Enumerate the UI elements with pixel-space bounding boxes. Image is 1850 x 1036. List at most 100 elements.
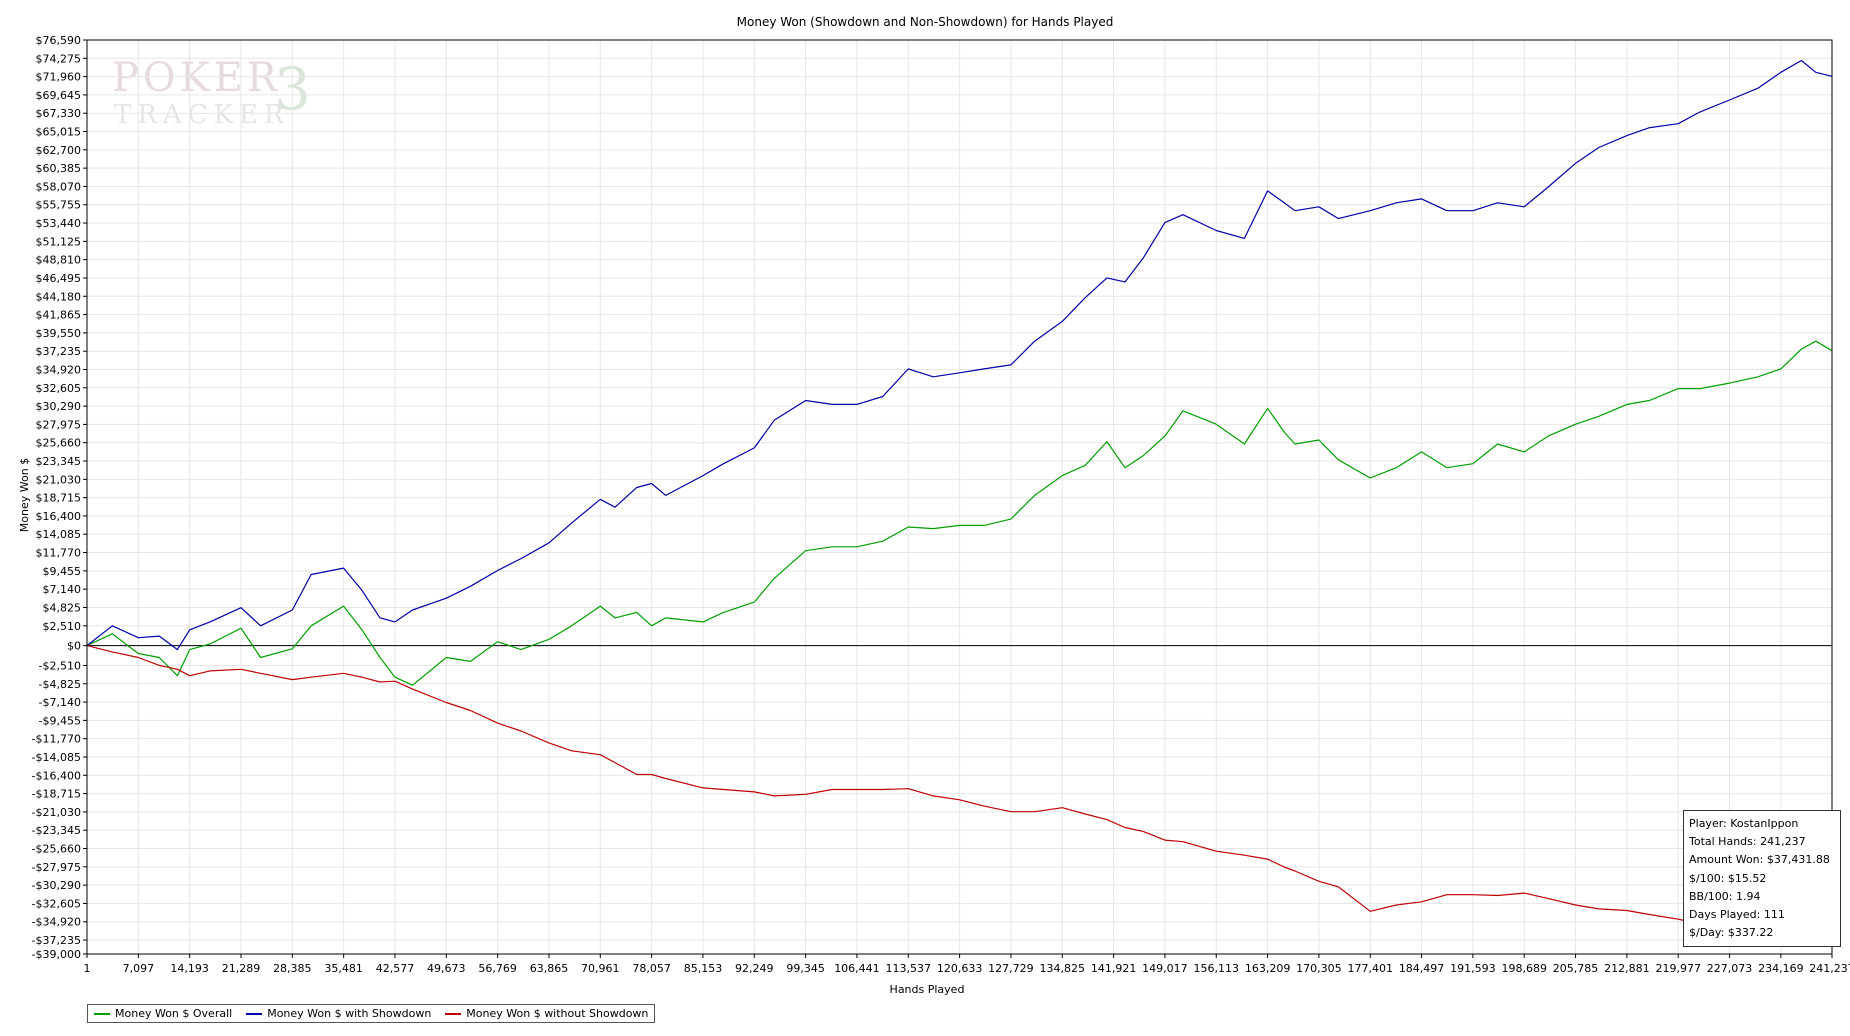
x-tick-label: 149,017 bbox=[1142, 962, 1188, 975]
y-tick-label: -$11,770 bbox=[32, 733, 81, 746]
x-tick-label: 7,097 bbox=[123, 962, 155, 975]
stats-amount-won: Amount Won: $37,431.88 bbox=[1689, 853, 1830, 867]
stats-player: Player: KostanIppon bbox=[1689, 817, 1799, 830]
y-tick-label: -$7,140 bbox=[39, 696, 81, 709]
y-tick-label: $4,825 bbox=[43, 601, 82, 614]
x-tick-label: 99,345 bbox=[786, 962, 825, 975]
legend-swatch-without-showdown bbox=[445, 1012, 462, 1015]
y-tick-label: $69,645 bbox=[36, 89, 82, 102]
x-tick-label: 141,921 bbox=[1091, 962, 1137, 975]
x-tick-label: 212,881 bbox=[1604, 962, 1650, 975]
y-tick-label: $71,960 bbox=[36, 71, 82, 84]
x-axis-ticks: 1 7,097 14,193 21,289 28,385 35,481 42,577 49,6… bbox=[84, 954, 1850, 975]
legend-item-overall: Money Won $ Overall bbox=[94, 1007, 232, 1020]
chart-title: Money Won (Showdown and Non-Showdown) fo… bbox=[737, 15, 1114, 29]
x-axis-label: Hands Played bbox=[890, 983, 965, 996]
chart-legend: Money Won $ Overall Money Won $ with Sho… bbox=[87, 1004, 656, 1023]
x-tick-label: 49,673 bbox=[427, 962, 466, 975]
y-tick-label: $2,510 bbox=[43, 620, 82, 633]
y-tick-label: $55,755 bbox=[36, 199, 82, 212]
y-tick-label: -$2,510 bbox=[39, 659, 81, 672]
y-tick-label: $67,330 bbox=[36, 107, 82, 120]
y-tick-label: -$14,085 bbox=[32, 751, 81, 764]
y-axis-label: Money Won $ bbox=[18, 458, 31, 532]
x-tick-label: 198,689 bbox=[1501, 962, 1547, 975]
y-tick-label: $23,345 bbox=[36, 455, 82, 468]
x-tick-label: 134,825 bbox=[1040, 962, 1086, 975]
x-tick-label: 56,769 bbox=[478, 962, 517, 975]
series-line-0 bbox=[86, 340, 1833, 686]
y-tick-label: -$34,920 bbox=[32, 916, 81, 929]
x-tick-label: 1 bbox=[84, 962, 91, 975]
y-tick-label: $74,275 bbox=[36, 52, 82, 65]
y-tick-label: -$30,290 bbox=[32, 879, 81, 892]
x-tick-label: 191,593 bbox=[1450, 962, 1496, 975]
stats-bb-per-100: BB/100: 1.94 bbox=[1689, 889, 1761, 903]
x-tick-label: 163,209 bbox=[1245, 962, 1291, 975]
legend-label-without-showdown: Money Won $ without Showdown bbox=[466, 1007, 649, 1020]
plot-grid bbox=[86, 39, 1833, 955]
stats-per-100: $/100: $15.52 bbox=[1689, 871, 1767, 885]
x-tick-label: 219,977 bbox=[1655, 962, 1701, 975]
x-tick-label: 35,481 bbox=[324, 962, 363, 975]
x-tick-label: 156,113 bbox=[1193, 962, 1239, 975]
y-tick-label: -$21,030 bbox=[32, 806, 81, 819]
y-axis-ticks: $76,590 $74,275 $71,960 $69,645 $67,330 $65,0… bbox=[32, 34, 87, 961]
y-tick-label: -$16,400 bbox=[32, 769, 81, 782]
y-tick-label: $18,715 bbox=[36, 492, 82, 505]
x-tick-label: 120,633 bbox=[937, 962, 983, 975]
y-tick-label: $48,810 bbox=[36, 254, 82, 267]
y-tick-label: $53,440 bbox=[36, 217, 82, 230]
x-tick-label: 241,237 bbox=[1809, 962, 1850, 975]
x-tick-label: 42,577 bbox=[376, 962, 415, 975]
y-tick-label: $51,125 bbox=[36, 235, 82, 248]
series-line-1 bbox=[86, 59, 1833, 651]
y-tick-label: $41,865 bbox=[36, 309, 82, 322]
x-tick-label: 127,729 bbox=[988, 962, 1034, 975]
y-tick-label: $27,975 bbox=[36, 418, 82, 431]
y-tick-label: $65,015 bbox=[36, 126, 82, 139]
stats-total-hands: Total Hands: 241,237 bbox=[1689, 835, 1806, 849]
x-tick-label: 92,249 bbox=[735, 962, 774, 975]
y-tick-label: $76,590 bbox=[36, 34, 82, 47]
y-tick-label: -$4,825 bbox=[39, 678, 81, 691]
y-tick-label: $58,070 bbox=[36, 180, 82, 193]
y-tick-label: $60,385 bbox=[36, 162, 82, 175]
x-tick-label: 170,305 bbox=[1296, 962, 1342, 975]
y-tick-label: $32,605 bbox=[36, 382, 82, 395]
legend-item-without-showdown: Money Won $ without Showdown bbox=[445, 1007, 648, 1020]
y-tick-label: $30,290 bbox=[36, 400, 82, 413]
x-tick-label: 234,169 bbox=[1758, 962, 1804, 975]
x-tick-label: 113,537 bbox=[886, 962, 932, 975]
x-tick-label: 184,497 bbox=[1399, 962, 1445, 975]
y-tick-label: $14,085 bbox=[36, 528, 82, 541]
y-tick-label: $39,550 bbox=[36, 327, 82, 340]
watermark-line2: TRACKER bbox=[114, 100, 290, 130]
x-tick-label: 14,193 bbox=[170, 962, 209, 975]
y-tick-label: $46,495 bbox=[36, 272, 82, 285]
y-tick-label: $7,140 bbox=[43, 583, 82, 596]
y-tick-label: $0 bbox=[67, 640, 81, 653]
series-line-2 bbox=[86, 645, 1833, 929]
y-tick-label: -$27,975 bbox=[32, 861, 81, 874]
y-tick-label: $16,400 bbox=[36, 510, 82, 523]
x-tick-label: 63,865 bbox=[530, 962, 569, 975]
y-tick-label: -$9,455 bbox=[39, 714, 81, 727]
y-tick-label: $21,030 bbox=[36, 473, 82, 486]
y-tick-label: -$32,605 bbox=[32, 897, 81, 910]
y-tick-label: $62,700 bbox=[36, 144, 82, 157]
poker-tracker-watermark-logo: POKER TRACKER 3 bbox=[112, 58, 311, 130]
y-tick-label: $34,920 bbox=[36, 363, 82, 376]
y-tick-label: $44,180 bbox=[36, 290, 82, 303]
legend-label-with-showdown: Money Won $ with Showdown bbox=[267, 1007, 432, 1020]
x-tick-label: 85,153 bbox=[684, 962, 723, 975]
y-tick-label: -$39,000 bbox=[32, 948, 81, 961]
legend-swatch-overall bbox=[94, 1012, 110, 1015]
series-layer bbox=[86, 59, 1833, 929]
y-tick-label: -$18,715 bbox=[32, 788, 81, 801]
y-tick-label: $9,455 bbox=[43, 565, 82, 578]
x-tick-label: 28,385 bbox=[273, 962, 312, 975]
x-tick-label: 227,073 bbox=[1707, 962, 1753, 975]
legend-label-overall: Money Won $ Overall bbox=[115, 1007, 233, 1020]
